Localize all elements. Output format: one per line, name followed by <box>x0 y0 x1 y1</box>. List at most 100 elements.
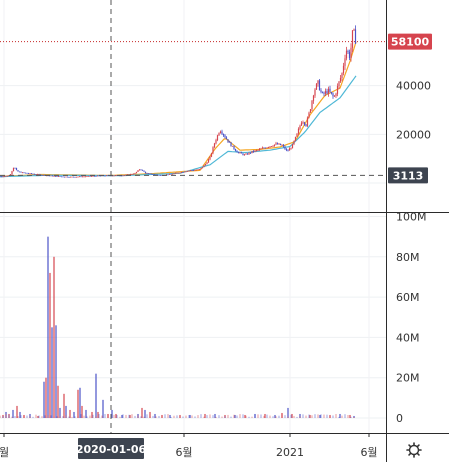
volume-bar-minor <box>239 414 241 418</box>
volume-bar <box>149 411 151 418</box>
price-candle-body <box>0 176 3 178</box>
price-candle-body <box>236 150 238 153</box>
volume-bar-minor <box>62 416 64 418</box>
price-candle-body <box>227 139 229 142</box>
price-candle-body <box>135 171 138 174</box>
price-candle-body <box>48 175 51 177</box>
price-candle-body <box>185 171 187 173</box>
volume-bar-minor <box>230 416 232 418</box>
price-candle-body <box>320 90 322 92</box>
volume-bar-minor <box>98 414 100 418</box>
volume-tick-label: 80M <box>396 251 420 264</box>
price-candle-body <box>197 169 199 171</box>
price-candle-body <box>332 93 334 97</box>
price-candle-body <box>279 143 282 146</box>
volume-bar-minor <box>86 416 88 418</box>
volume-bar-minor <box>83 415 85 418</box>
settings-button[interactable] <box>406 442 422 458</box>
volume-bar-minor <box>338 416 340 418</box>
price-candle-body <box>276 143 279 145</box>
volume-bar-minor <box>65 415 67 418</box>
volume-bar-minor <box>134 415 136 418</box>
price-candle-body <box>56 176 58 177</box>
price-candle-body <box>285 149 288 151</box>
price-candle-body <box>239 152 241 154</box>
volume-bar <box>129 414 131 418</box>
price-candle-body <box>350 47 352 59</box>
price-candle-body <box>0 176 1 178</box>
volume-bar <box>244 414 246 418</box>
volume-bar-minor <box>296 416 298 418</box>
price-candle-body <box>152 174 154 175</box>
volume-bar-minor <box>260 414 262 418</box>
volume-bar-minor <box>50 415 52 418</box>
volume-tick-label: 40M <box>396 331 420 344</box>
time-axis: 월 6월 2021 6월 2020-01-06 <box>0 433 378 459</box>
volume-bar-minor <box>257 414 259 418</box>
price-candle-body <box>200 168 202 170</box>
volume-bar-minor <box>200 414 202 418</box>
price-candle-body <box>77 176 79 178</box>
price-candle-body <box>305 124 307 126</box>
volume-bar-minor <box>167 414 169 418</box>
time-tick-label: 월 <box>0 446 9 459</box>
volume-bar-minor <box>74 416 76 418</box>
price-candle-body <box>75 176 78 178</box>
volume-bar <box>154 413 156 418</box>
volume-bar <box>85 409 87 418</box>
volume-bar-minor <box>329 416 331 418</box>
price-candle-body <box>173 173 175 175</box>
price-candle-body <box>21 172 24 174</box>
volume-bar <box>53 256 55 418</box>
price-candle-body <box>297 128 300 134</box>
price-candle-body <box>20 171 22 173</box>
price-candle-body <box>213 143 216 148</box>
volume-bar-minor <box>161 415 163 418</box>
price-candle-body <box>180 171 183 173</box>
price-candle-body <box>122 175 124 177</box>
price-candle-body <box>143 170 145 172</box>
price-candle-body <box>170 173 172 175</box>
price-candle-body <box>206 162 208 165</box>
time-tick-label: 6월 <box>360 446 377 459</box>
volume-bar <box>102 399 104 418</box>
price-candle-body <box>71 176 73 178</box>
price-candle-body <box>210 153 213 157</box>
time-tick-label: 2021 <box>276 446 304 459</box>
volume-bar-minor <box>266 414 268 418</box>
volume-bar-minor <box>275 416 277 418</box>
volume-bar <box>264 413 266 418</box>
price-candle-body <box>347 50 349 52</box>
price-candle-body <box>209 156 211 160</box>
volume-tick-label: 20M <box>396 372 420 385</box>
volume-bar-minor <box>164 414 166 418</box>
volume-bar-minor <box>212 415 214 418</box>
price-candle-body <box>261 147 264 149</box>
volume-bar-minor <box>131 414 133 418</box>
price-candle-body <box>87 175 90 177</box>
volume-bar-minor <box>344 414 346 418</box>
price-candle-body <box>146 173 148 174</box>
volume-bar <box>97 411 99 418</box>
price-candle-body <box>83 176 85 178</box>
volume-bar-minor <box>44 415 46 418</box>
volume-bar-minor <box>56 416 58 418</box>
volume-bar <box>12 409 14 418</box>
volume-bar-minor <box>26 415 28 418</box>
volume-bar <box>57 385 59 418</box>
price-candle-body <box>245 153 247 155</box>
price-candle-body <box>270 146 273 148</box>
volume-bar <box>91 411 93 418</box>
volume-bar-minor <box>128 414 130 418</box>
price-candle-body <box>33 173 36 175</box>
volume-bar-minor <box>248 416 250 418</box>
price-candle-body <box>134 173 136 174</box>
price-candle-body <box>126 174 129 176</box>
price-candle-body <box>260 148 262 150</box>
price-candle-body <box>150 173 153 175</box>
price-candle-body <box>95 176 97 177</box>
volume-bar <box>319 414 321 418</box>
price-candle-body <box>338 81 340 86</box>
